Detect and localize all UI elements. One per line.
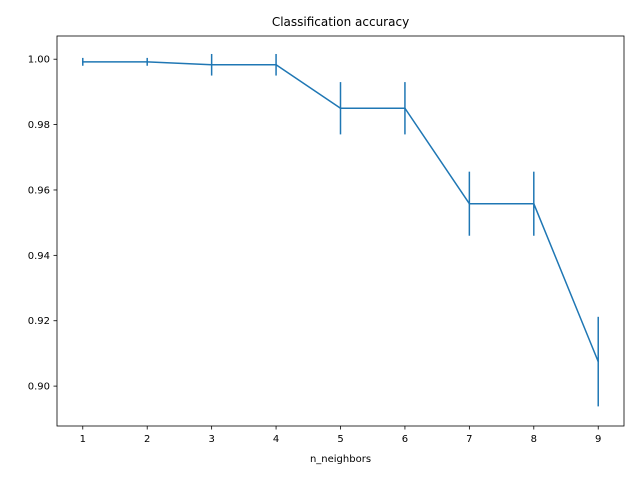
x-axis-title: n_neighbors [310, 454, 371, 465]
chart-title: Classification accuracy [272, 15, 409, 29]
data-point [532, 202, 535, 205]
x-tick-label: 6 [402, 434, 408, 445]
y-tick-label: 0.92 [28, 316, 50, 327]
x-tick-label: 7 [466, 434, 472, 445]
y-tick-label: 0.96 [28, 185, 50, 196]
y-tick-label: 0.94 [28, 251, 50, 262]
x-tick-label: 4 [273, 434, 279, 445]
data-point [404, 107, 406, 110]
x-tick-label: 8 [531, 434, 537, 445]
x-tick-label: 1 [80, 434, 86, 445]
x-tick-label: 3 [208, 434, 214, 445]
x-tick-label: 5 [337, 434, 343, 445]
data-point [210, 63, 213, 66]
x-tick-label: 2 [144, 434, 150, 445]
plot-area [81, 53, 600, 407]
data-point [146, 61, 149, 63]
y-tick-label: 0.98 [28, 120, 50, 131]
x-tick-label: 9 [595, 434, 601, 445]
axes: 1 2 3 4 5 6 7 8 9 0.90 0.92 0.94 0.96 0.98 1.00 [28, 35, 625, 445]
data-point [275, 63, 277, 66]
data-point [339, 107, 342, 110]
data-point [81, 61, 84, 63]
data-point [468, 202, 471, 205]
y-tick-label: 0.90 [28, 382, 50, 393]
y-tick-label: 1.00 [28, 55, 50, 66]
data-point [597, 360, 600, 363]
